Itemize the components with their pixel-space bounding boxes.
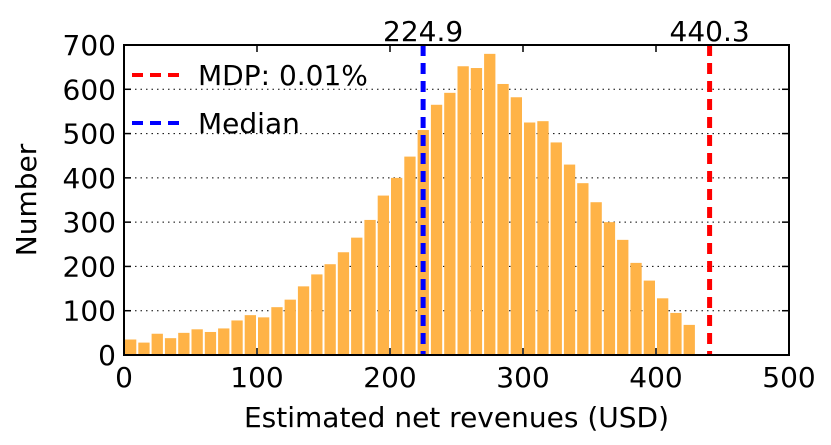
histogram-bar — [524, 122, 536, 355]
histogram-bar — [550, 142, 562, 355]
histogram-bar — [630, 262, 642, 355]
y-tick-label: 700 — [63, 29, 116, 62]
histogram-bar — [311, 274, 323, 355]
histogram-bar — [324, 264, 336, 355]
histogram-bar — [297, 286, 310, 355]
histogram-bar — [244, 315, 256, 355]
histogram-bar — [484, 53, 496, 355]
histogram-bar — [351, 237, 363, 355]
legend: MDP: 0.01% Median — [132, 59, 368, 140]
histogram-bar — [218, 328, 230, 355]
x-tick-label: 300 — [496, 361, 549, 394]
histogram-bar — [391, 177, 403, 355]
legend-label-mdp: MDP: 0.01% — [198, 59, 368, 92]
histogram-bar — [643, 280, 655, 355]
plot-frame — [123, 44, 790, 356]
histogram-bar — [138, 342, 150, 355]
histogram-bar — [377, 195, 389, 355]
x-tick-label: 500 — [762, 361, 815, 394]
histogram-bar — [364, 219, 376, 355]
histogram-bar — [164, 338, 177, 355]
histogram-bar — [204, 331, 217, 355]
histogram-bar — [510, 97, 522, 355]
histogram-bar — [590, 202, 602, 355]
y-tick-label: 0 — [98, 339, 116, 372]
histogram-bar — [125, 339, 137, 355]
histogram-bar — [191, 329, 203, 355]
gridlines — [124, 88, 789, 312]
histogram-bars — [125, 53, 695, 356]
reference-lines: 224.9 440.3 — [383, 15, 750, 355]
histogram-bar — [657, 298, 669, 355]
histogram-bar — [603, 222, 616, 355]
legend-label-median: Median — [198, 107, 300, 140]
histogram-bar — [617, 239, 629, 355]
y-tick-label: 300 — [63, 206, 116, 239]
histogram-bar — [683, 324, 695, 355]
histogram-bar — [470, 68, 483, 356]
histogram-bar — [670, 312, 682, 355]
histogram-bar — [337, 252, 350, 355]
reference-label-median: 224.9 — [383, 15, 463, 48]
y-tick-label: 400 — [63, 162, 116, 195]
y-axis-label: Number — [10, 143, 43, 256]
x-tick-label: 400 — [629, 361, 682, 394]
histogram-bar — [271, 307, 283, 355]
x-tick-label: 0 — [115, 361, 133, 394]
histogram-bar — [563, 164, 576, 355]
histogram-bar — [430, 104, 443, 356]
reference-label-mdp: 440.3 — [670, 15, 750, 48]
histogram-bar — [537, 121, 549, 356]
x-tick-label: 200 — [363, 361, 416, 394]
y-tick-label: 100 — [63, 295, 116, 328]
histogram-bar — [284, 299, 296, 355]
histogram-bar — [577, 183, 589, 355]
axis-ticks: 0 100 200 300 400 500 600 700 0 100 200 300 400 500 — [63, 29, 816, 394]
histogram-bar — [231, 320, 243, 355]
histogram-bar — [457, 66, 469, 355]
histogram-bar — [178, 332, 190, 355]
x-axis-label: Estimated net revenues (USD) — [244, 401, 669, 434]
histogram-bar — [497, 83, 509, 355]
histogram-bar — [258, 317, 270, 355]
histogram-bar — [417, 130, 429, 355]
y-tick-label: 200 — [63, 250, 116, 283]
histogram-bar — [444, 92, 456, 355]
histogram-bar — [151, 333, 163, 355]
y-tick-label: 600 — [63, 73, 116, 106]
x-tick-label: 100 — [230, 361, 283, 394]
y-tick-label: 500 — [63, 118, 116, 151]
histogram-bar — [404, 156, 416, 355]
axes — [123, 44, 790, 356]
